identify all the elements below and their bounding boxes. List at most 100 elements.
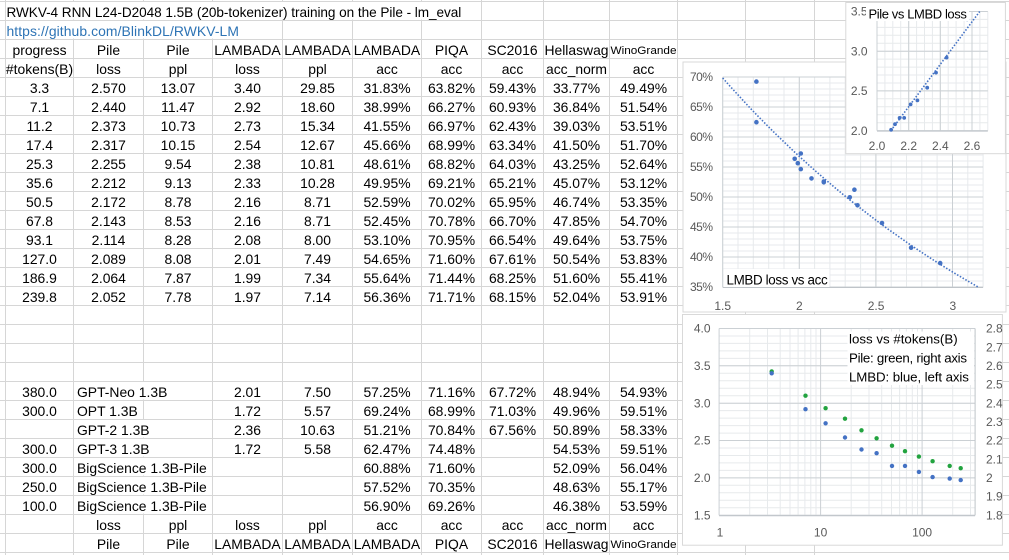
svg-text:Pile: Pile: [97, 42, 120, 58]
svg-text:70.95%: 70.95%: [428, 232, 475, 248]
svg-text:18.60: 18.60: [300, 99, 335, 115]
svg-text:57.52%: 57.52%: [363, 479, 410, 495]
svg-text:2.8: 2.8: [986, 322, 1003, 336]
svg-text:2.2: 2.2: [900, 139, 917, 153]
svg-text:50.89%: 50.89%: [553, 422, 600, 438]
svg-text:2.255: 2.255: [91, 156, 126, 172]
svg-text:64.03%: 64.03%: [489, 156, 536, 172]
svg-text:57.25%: 57.25%: [363, 384, 410, 400]
svg-text:#tokens(B): #tokens(B): [6, 61, 73, 77]
svg-text:Hellaswag: Hellaswag: [544, 536, 608, 552]
svg-text:Pile: Pile: [166, 536, 189, 552]
svg-text:8.00: 8.00: [304, 232, 331, 248]
svg-text:2.0: 2.0: [694, 471, 711, 485]
svg-text:RWKV-4 RNN L24-D2048 1.5B (20b: RWKV-4 RNN L24-D2048 1.5B (20b-tokenizer…: [7, 5, 462, 20]
svg-text:3.40: 3.40: [234, 80, 261, 96]
svg-text:1.97: 1.97: [234, 289, 261, 305]
svg-text:60%: 60%: [690, 130, 713, 144]
svg-text:acc: acc: [376, 61, 398, 77]
svg-text:71.44%: 71.44%: [428, 270, 475, 286]
svg-text:7.49: 7.49: [304, 251, 331, 267]
svg-text:2.373: 2.373: [91, 118, 126, 134]
svg-text:65.21%: 65.21%: [489, 175, 536, 191]
svg-text:2.7: 2.7: [986, 340, 1003, 354]
svg-text:2.440: 2.440: [91, 99, 126, 115]
svg-text:70.78%: 70.78%: [428, 213, 475, 229]
svg-text:2.36: 2.36: [234, 422, 261, 438]
svg-text:1.72: 1.72: [234, 403, 261, 419]
svg-text:46.38%: 46.38%: [553, 498, 600, 514]
svg-text:1.5: 1.5: [694, 508, 711, 522]
svg-text:3: 3: [949, 299, 956, 313]
svg-text:7.50: 7.50: [304, 384, 331, 400]
svg-text:Pile: green, right axis: Pile: green, right axis: [849, 351, 967, 366]
svg-text:8.28: 8.28: [164, 232, 191, 248]
svg-text:1.5: 1.5: [714, 299, 731, 313]
svg-text:53.83%: 53.83%: [620, 251, 667, 267]
svg-text:2.089: 2.089: [91, 251, 126, 267]
svg-text:2.01: 2.01: [234, 251, 261, 267]
svg-text:2.5: 2.5: [694, 434, 711, 448]
svg-text:51.60%: 51.60%: [553, 270, 600, 286]
svg-text:GPT-2 1.3B: GPT-2 1.3B: [77, 422, 150, 438]
svg-text:2.212: 2.212: [91, 175, 126, 191]
svg-text:PIQA: PIQA: [435, 42, 469, 58]
svg-text:2.064: 2.064: [91, 270, 126, 286]
svg-text:1: 1: [717, 526, 724, 540]
svg-text:3.0: 3.0: [694, 396, 711, 410]
svg-text:10.81: 10.81: [300, 156, 335, 172]
svg-text:54.70%: 54.70%: [620, 213, 667, 229]
svg-text:9.54: 9.54: [164, 156, 191, 172]
svg-text:62.47%: 62.47%: [363, 441, 410, 457]
svg-text:10.63: 10.63: [300, 422, 335, 438]
svg-text:250.0: 250.0: [22, 479, 57, 495]
svg-text:5.58: 5.58: [304, 441, 331, 457]
svg-text:BigScience 1.3B-Pile: BigScience 1.3B-Pile: [77, 498, 207, 514]
svg-text:2.16: 2.16: [234, 194, 261, 210]
svg-text:8.71: 8.71: [304, 194, 331, 210]
svg-text:2.172: 2.172: [91, 194, 126, 210]
svg-text:2.052: 2.052: [91, 289, 126, 305]
svg-text:35%: 35%: [690, 280, 713, 294]
svg-text:2.0: 2.0: [869, 139, 886, 153]
svg-text:70.35%: 70.35%: [428, 479, 475, 495]
svg-text:300.0: 300.0: [22, 460, 57, 476]
svg-text:LMBD: blue, left axis: LMBD: blue, left axis: [849, 370, 969, 385]
svg-text:51.70%: 51.70%: [620, 137, 667, 153]
svg-text:50%: 50%: [690, 190, 713, 204]
svg-text:48.94%: 48.94%: [553, 384, 600, 400]
svg-text:71.16%: 71.16%: [428, 384, 475, 400]
svg-text:2.54: 2.54: [234, 137, 261, 153]
svg-text:2.114: 2.114: [92, 232, 126, 248]
svg-text:LAMBADA: LAMBADA: [354, 42, 421, 58]
svg-text:4.0: 4.0: [694, 322, 711, 336]
svg-text:13.07: 13.07: [161, 80, 196, 96]
svg-text:52.59%: 52.59%: [363, 194, 410, 210]
svg-text:52.04%: 52.04%: [553, 289, 600, 305]
svg-text:BigScience 1.3B-Pile: BigScience 1.3B-Pile: [77, 479, 207, 495]
svg-text:49.96%: 49.96%: [553, 403, 600, 419]
svg-text:53.75%: 53.75%: [620, 232, 667, 248]
svg-text:2.6: 2.6: [964, 139, 981, 153]
svg-text:2.01: 2.01: [234, 384, 261, 400]
svg-text:acc: acc: [502, 517, 524, 533]
svg-text:11.47: 11.47: [161, 99, 195, 115]
svg-text:31.83%: 31.83%: [363, 80, 410, 96]
svg-text:ppl: ppl: [308, 61, 327, 77]
svg-text:70.02%: 70.02%: [428, 194, 475, 210]
svg-text:53.51%: 53.51%: [620, 118, 667, 134]
svg-text:loss: loss: [96, 61, 121, 77]
svg-text:LAMBADA: LAMBADA: [284, 42, 351, 58]
svg-text:Pile: Pile: [166, 42, 189, 58]
svg-text:93.1: 93.1: [26, 232, 53, 248]
svg-text:GPT-3 1.3B: GPT-3 1.3B: [77, 441, 150, 457]
svg-text:51.54%: 51.54%: [620, 99, 667, 115]
svg-text:3.5: 3.5: [694, 359, 711, 373]
svg-text:progress: progress: [12, 42, 66, 58]
svg-text:60.93%: 60.93%: [489, 99, 536, 115]
svg-text:66.70%: 66.70%: [489, 213, 536, 229]
svg-text:63.82%: 63.82%: [428, 80, 475, 96]
svg-text:12.67: 12.67: [300, 137, 335, 153]
svg-text:LAMBADA: LAMBADA: [284, 536, 351, 552]
svg-text:LAMBADA: LAMBADA: [214, 42, 281, 58]
